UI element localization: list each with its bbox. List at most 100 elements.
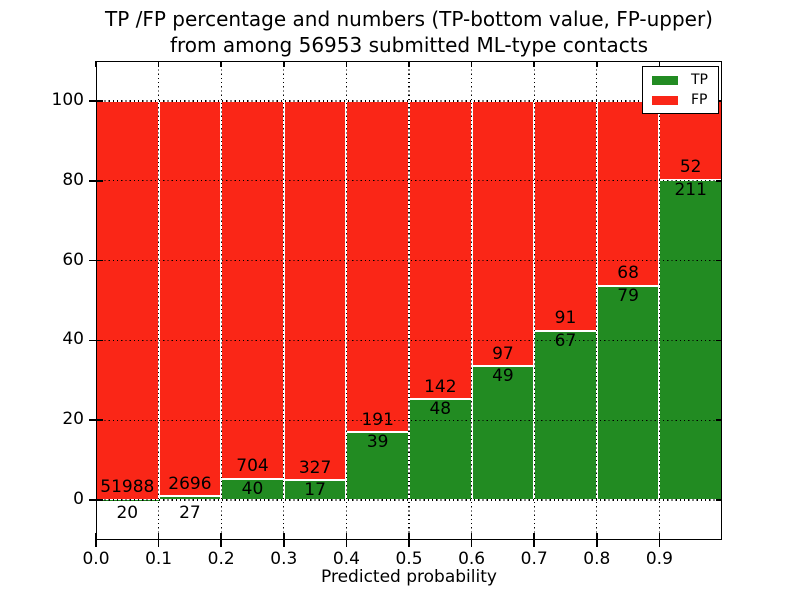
x-tick-mark-top (157, 61, 160, 67)
y-tick-mark-right (716, 259, 722, 262)
x-tick-label: 0.2 (207, 549, 235, 569)
tp-count-label: 48 (429, 399, 452, 420)
x-tick-mark-top (658, 61, 661, 67)
x-tick-label: 0.8 (583, 549, 611, 569)
fp-count-label: 52 (679, 157, 702, 178)
y-tick-mark (89, 339, 103, 342)
bar-segment-fp (409, 100, 472, 400)
bar-segment-fp (471, 100, 535, 367)
fp-count-label: 51988 (100, 477, 155, 498)
x-tick-mark (408, 533, 410, 547)
gridline-vertical (408, 61, 410, 540)
legend: TP FP (642, 66, 719, 114)
y-tick-mark-right (716, 179, 722, 182)
legend-entry-fp: FP (652, 93, 708, 107)
x-tick-label: 0.4 (332, 549, 360, 569)
y-tick-mark (89, 499, 103, 501)
fp-count-label: 68 (617, 263, 639, 284)
chart-title: TP /FP percentage and numbers (TP-bottom… (96, 6, 722, 59)
x-tick-mark-top (283, 61, 285, 67)
bar-segment-tp (534, 330, 597, 501)
legend-label-tp: TP (691, 72, 708, 88)
fp-count-label: 142 (424, 376, 457, 397)
fp-count-label: 97 (492, 343, 514, 364)
x-tick-mark-top (345, 61, 348, 67)
legend-swatch-fp (652, 95, 678, 105)
bar-segment-fp (346, 100, 409, 433)
tp-count-label: 67 (554, 330, 577, 351)
bar-segment-fp (596, 100, 660, 286)
legend-label-fp: FP (691, 92, 708, 108)
y-tick-mark (89, 100, 103, 102)
gridline-vertical (283, 61, 285, 540)
y-tick-mark (89, 419, 103, 422)
gridline-horizontal (96, 100, 722, 102)
tp-count-label: 211 (674, 179, 707, 200)
gridline-vertical (533, 61, 535, 540)
y-tick-label: 60 (62, 249, 84, 270)
x-tick-mark (658, 533, 661, 547)
gridline-horizontal (96, 419, 722, 421)
x-tick-mark-top (470, 61, 473, 67)
bar-segment-fp (534, 100, 597, 331)
fp-count-label: 2696 (168, 473, 212, 494)
bar-segment-tp (596, 285, 660, 501)
x-tick-mark-top (533, 61, 535, 67)
bar-segment-fp (158, 100, 222, 497)
y-tick-label: 100 (51, 89, 84, 110)
x-tick-label: 0.6 (458, 549, 486, 569)
y-tick-label: 80 (62, 169, 84, 190)
x-tick-mark (596, 533, 598, 547)
y-tick-label: 20 (62, 409, 84, 430)
x-tick-mark (157, 533, 160, 547)
y-tick-label: 40 (62, 329, 84, 350)
x-tick-mark (95, 533, 97, 547)
x-axis-label: Predicted probability (321, 567, 497, 587)
x-tick-label: 0.9 (645, 549, 673, 569)
gridline-horizontal (96, 339, 722, 341)
gridline-horizontal (96, 180, 722, 182)
x-tick-mark (220, 533, 222, 547)
legend-entry-tp: TP (652, 73, 708, 87)
y-tick-mark (89, 259, 103, 262)
bar-segment-fp (96, 100, 159, 500)
y-tick-mark-right (716, 419, 722, 422)
chart-title-line1: TP /FP percentage and numbers (TP-bottom… (105, 7, 713, 31)
fp-count-label: 327 (298, 457, 332, 478)
tp-count-label: 49 (492, 366, 514, 387)
y-tick-mark (89, 179, 103, 182)
fp-count-label: 91 (554, 308, 577, 329)
x-tick-label: 0.0 (82, 549, 110, 569)
x-tick-mark (283, 533, 285, 547)
bar-segment-tp (409, 399, 472, 501)
y-tick-mark-right (716, 339, 722, 342)
x-tick-mark-top (596, 61, 598, 67)
tp-count-label: 20 (116, 503, 139, 524)
x-tick-label: 0.5 (395, 549, 423, 569)
x-tick-mark (345, 533, 348, 547)
tp-count-label: 17 (304, 480, 326, 501)
x-tick-label: 0.1 (145, 549, 173, 569)
x-tick-mark-top (408, 61, 410, 67)
fp-count-label: 704 (236, 456, 269, 477)
gridline-vertical (220, 61, 222, 540)
tp-count-label: 40 (241, 478, 264, 499)
gridline-horizontal (96, 259, 722, 262)
gridline-horizontal (96, 499, 722, 501)
gridline-vertical (345, 61, 347, 540)
x-tick-mark (533, 533, 535, 547)
x-tick-mark-top (95, 61, 97, 67)
gridline-vertical (158, 61, 160, 540)
bar-segment-fp (283, 100, 347, 481)
tp-count-label: 79 (617, 285, 639, 306)
x-tick-mark (470, 533, 473, 547)
x-tick-mark-top (220, 61, 222, 67)
chart-title-line2: from among 56953 submitted ML-type conta… (169, 33, 649, 58)
y-tick-mark-right (716, 499, 722, 501)
gridline-vertical (658, 61, 660, 540)
tp-count-label: 27 (179, 503, 201, 524)
x-tick-label: 0.7 (520, 549, 548, 569)
fp-count-label: 191 (361, 409, 394, 430)
